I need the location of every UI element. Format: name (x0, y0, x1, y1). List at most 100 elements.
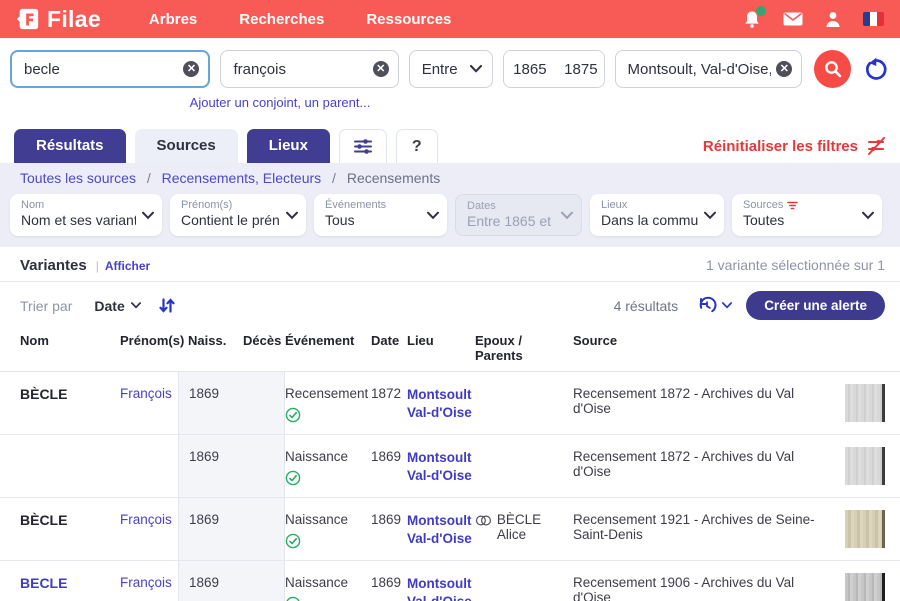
chevron-down-icon (286, 212, 298, 220)
result-lieu-link[interactable]: Montsoult Val-d'Oise (407, 561, 475, 601)
place-input[interactable] (616, 51, 802, 87)
filter-sources-value: Toutes (743, 212, 856, 228)
messages-mail-icon[interactable] (783, 12, 803, 26)
record-thumbnail[interactable] (845, 510, 885, 548)
reset-search-icon[interactable] (863, 57, 888, 82)
reset-filters-label: Réinitialiser les filtres (703, 138, 858, 155)
result-prenom-link[interactable]: François (120, 575, 172, 590)
breadcrumb-recensements-electeurs[interactable]: Recensements, Electeurs (162, 170, 322, 186)
result-evenement: Naissance (285, 449, 371, 464)
nav-arbres[interactable]: Arbres (149, 11, 197, 28)
results-table-header: Nom Prénom(s) Naiss. Décès Événement Dat… (0, 328, 900, 371)
result-lieu-link[interactable]: Montsoult Val-d'Oise (407, 372, 475, 434)
clear-firstname-icon[interactable]: ✕ (373, 61, 389, 77)
table-row: BÈCLE François 1869 Recensement 1872 Mon… (0, 371, 900, 434)
filter-nom-label: Nom (21, 199, 136, 211)
tab-lieux[interactable]: Lieux (247, 129, 330, 163)
result-epoux-parents: BÈCLE Alice (497, 512, 573, 542)
record-thumbnail[interactable] (845, 573, 885, 601)
filter-dates[interactable]: Dates Entre 1865 et 1875 (455, 194, 582, 236)
tab-help[interactable]: ? (396, 129, 438, 163)
search-button[interactable] (814, 50, 851, 88)
nav-ressources[interactable]: Ressources (366, 11, 451, 28)
filter-prenom[interactable]: Prénom(s) Contient le prénom (170, 194, 306, 236)
result-lieu-link[interactable]: Montsoult Val-d'Oise (407, 498, 475, 560)
breadcrumb-separator: / (332, 170, 336, 186)
date-operator-select[interactable]: Entre (409, 50, 494, 88)
filter-lieux[interactable]: Lieux Dans la commune (590, 194, 724, 236)
filter-evenements-value: Tous (325, 212, 421, 228)
chevron-down-icon (470, 65, 482, 73)
chevron-down-icon (131, 302, 141, 309)
breadcrumb-toutes-les-sources[interactable]: Toutes les sources (20, 170, 136, 186)
add-relative-link[interactable]: Ajouter un conjoint, un parent... (190, 95, 371, 110)
result-source: Recensement 1872 - Archives du Val d'Ois… (573, 372, 845, 434)
record-thumbnail[interactable] (845, 447, 885, 485)
result-naiss: 1869 (178, 561, 233, 601)
search-history-button[interactable] (696, 295, 732, 317)
history-icon (696, 295, 718, 317)
verified-check-icon (285, 470, 301, 486)
result-date: 1869 (371, 435, 407, 497)
tab-sources[interactable]: Sources (135, 129, 238, 163)
account-person-icon[interactable] (825, 11, 841, 28)
table-row: BÈCLE François 1869 Naissance 1869 Monts… (0, 497, 900, 560)
result-epoux-parents (475, 372, 573, 434)
tab-resultats[interactable]: Résultats (14, 129, 126, 163)
results-count: 4 résultats (614, 298, 679, 314)
result-deces (233, 498, 285, 560)
filters-band: Toutes les sources / Recensements, Elect… (0, 163, 900, 247)
result-deces (233, 561, 285, 601)
clear-lastname-icon[interactable]: ✕ (183, 61, 199, 77)
col-header-deces: Décès (233, 333, 285, 363)
verified-check-icon (285, 596, 301, 601)
year-range-fields (503, 50, 604, 88)
result-lieu-link[interactable]: Montsoult Val-d'Oise (407, 435, 475, 497)
filter-lieux-label: Lieux (601, 199, 698, 211)
filae-logo-icon (16, 7, 40, 31)
sort-by-value: Date (94, 298, 124, 314)
search-bar: ✕ ✕ Entre ✕ (0, 38, 900, 88)
variants-status: 1 variante sélectionnée sur 1 (706, 257, 885, 273)
result-prenom-link[interactable]: François (120, 386, 172, 401)
result-deces (233, 435, 285, 497)
clear-place-icon[interactable]: ✕ (776, 61, 792, 77)
filter-dropdowns: Nom Nom et ses variante... Prénom(s) Con… (0, 191, 900, 247)
result-nom-link[interactable]: BECLE (20, 575, 67, 591)
result-naiss: 1869 (178, 435, 233, 497)
variants-show-link[interactable]: Afficher (105, 259, 150, 273)
chevron-down-icon (561, 212, 573, 220)
language-flag-fr[interactable] (863, 12, 884, 26)
notifications-bell-icon[interactable] (743, 10, 761, 29)
filter-sources[interactable]: Sources Toutes (732, 194, 882, 236)
record-thumbnail[interactable] (845, 384, 885, 422)
nav-recherches[interactable]: Recherches (239, 11, 324, 28)
tab-advanced-filters[interactable] (339, 129, 387, 163)
sort-by-select[interactable]: Date (94, 298, 140, 314)
breadcrumb-current: Recensements (347, 170, 440, 186)
sliders-icon (353, 138, 373, 155)
result-date: 1869 (371, 498, 407, 560)
variants-row: Variantes | Afficher 1 variante sélectio… (0, 247, 900, 282)
result-prenom-link[interactable]: François (120, 512, 172, 527)
result-evenement: Recensement (285, 386, 371, 401)
col-header-nom: Nom (20, 333, 120, 363)
filae-logo[interactable]: Filae (16, 6, 101, 33)
chevron-down-icon (722, 302, 732, 309)
result-naiss: 1869 (178, 372, 233, 434)
result-naiss: 1869 (178, 498, 233, 560)
filter-nom[interactable]: Nom Nom et ses variante... (10, 194, 162, 236)
result-source: Recensement 1872 - Archives du Val d'Ois… (573, 435, 845, 497)
firstname-input[interactable] (221, 51, 397, 87)
sort-direction-button[interactable] (159, 297, 175, 314)
year-to-input[interactable] (555, 51, 604, 87)
reset-filters-button[interactable]: Réinitialiser les filtres (703, 137, 886, 163)
year-from-input[interactable] (504, 51, 555, 87)
verified-check-icon (285, 407, 301, 423)
place-field: ✕ (615, 50, 803, 88)
col-header-evenement: Événement (285, 333, 371, 363)
result-tabs: Résultats Sources Lieux ? Réinitialiser … (0, 129, 900, 163)
lastname-input[interactable] (12, 52, 208, 86)
filter-evenements[interactable]: Événements Tous (314, 194, 447, 236)
create-alert-button[interactable]: Créer une alerte (746, 291, 885, 320)
